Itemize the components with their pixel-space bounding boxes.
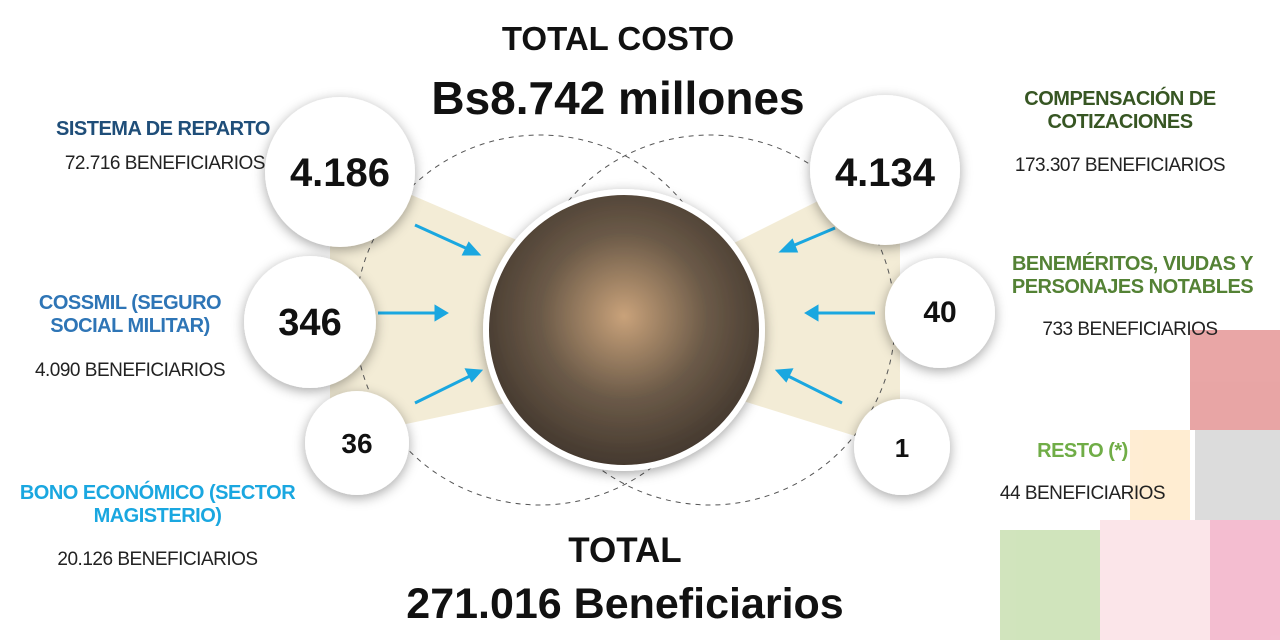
label: COSSMIL (SEGURO SOCIAL MILITAR) [38, 292, 222, 337]
beneficiaries: 44 BENEFICIARIOS [999, 483, 1166, 504]
header-amount: Bs8.742 millones [431, 72, 805, 124]
beneficiaries: 72.716 BENEFICIARIOS [64, 153, 266, 174]
label: RESTO (*) [1037, 440, 1128, 462]
beneficiaries: 173.307 BENEFICIARIOS [1014, 155, 1226, 176]
cost: 4.186 [289, 151, 391, 195]
circles [244, 95, 995, 495]
pattern [1000, 330, 1280, 640]
photo [483, 189, 765, 471]
footer-title: TOTAL [568, 531, 682, 570]
label: BONO ECONÓMICO (SECTOR MAGISTERIO) [19, 482, 296, 527]
cost: 40 [923, 296, 957, 329]
label: COMPENSACIÓN DE COTIZACIONES [1024, 88, 1216, 133]
beneficiaries: 4.090 BENEFICIARIOS [34, 360, 226, 381]
label: SISTEMA DE REPARTO [56, 118, 271, 140]
beneficiaries: 20.126 BENEFICIARIOS [57, 549, 258, 570]
arrows [378, 223, 875, 405]
label: BENEMÉRITOS, VIUDAS Y PERSONAJES NOTABLE… [1011, 253, 1254, 298]
cost: 1 [894, 433, 910, 463]
cost: 346 [278, 302, 342, 344]
header-title: TOTAL COSTO [501, 20, 735, 57]
cost: 36 [341, 428, 373, 459]
beneficiaries: 733 BENEFICIARIOS [1042, 319, 1218, 340]
cost: 4.134 [834, 151, 936, 195]
footer-amount: 271.016 Beneficiarios [406, 580, 844, 628]
